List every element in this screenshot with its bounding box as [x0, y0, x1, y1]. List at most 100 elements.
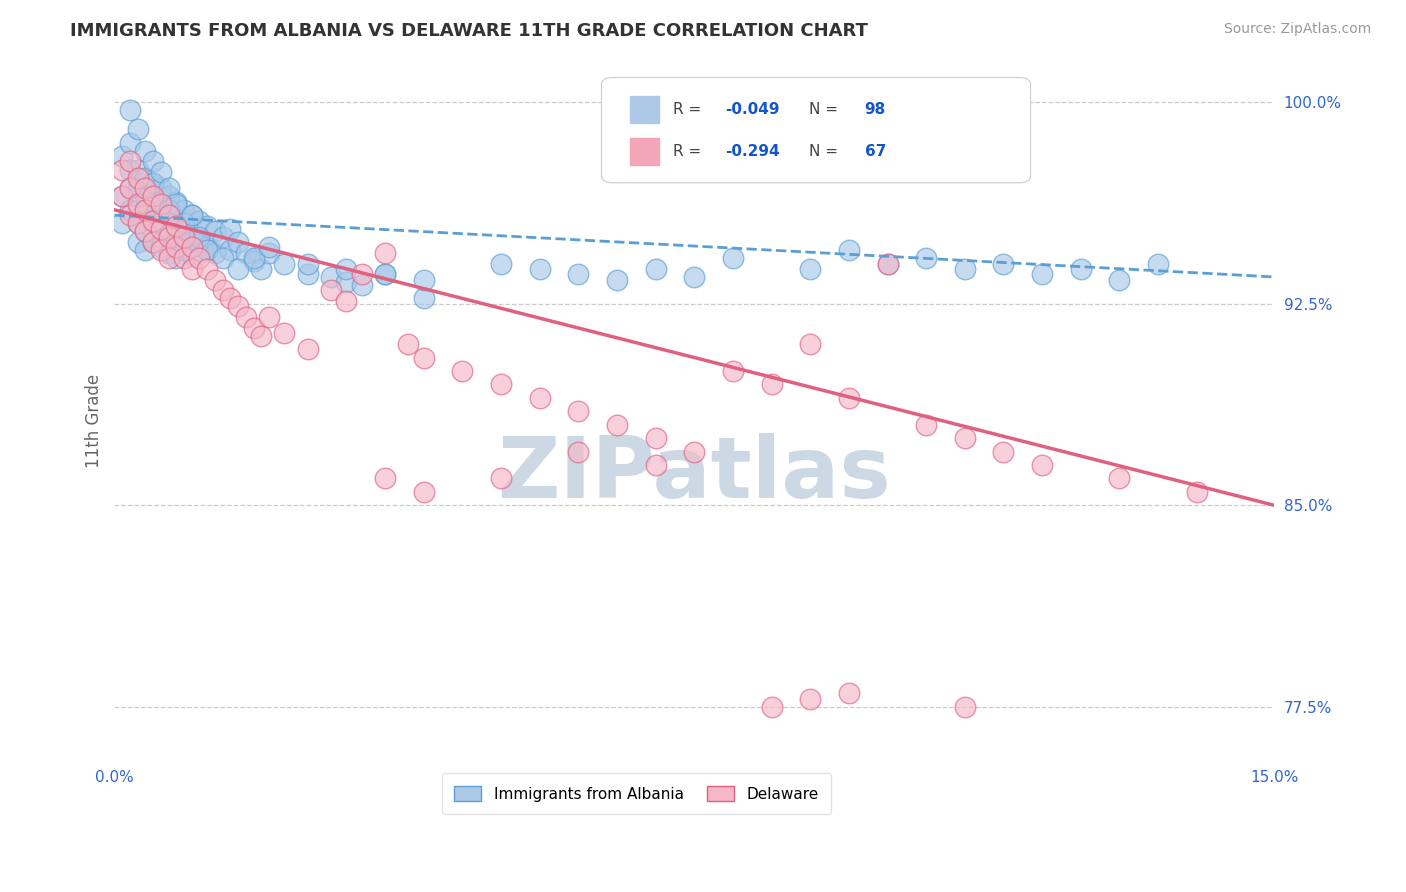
Point	[134, 181, 156, 195]
Point	[165, 194, 187, 209]
Point	[157, 208, 180, 222]
Text: Source: ZipAtlas.com: Source: ZipAtlas.com	[1223, 22, 1371, 37]
Point	[134, 224, 156, 238]
Bar	[630, 138, 659, 165]
Point	[142, 197, 165, 211]
Point	[915, 417, 938, 432]
Point	[134, 170, 156, 185]
Point	[188, 213, 211, 227]
Point	[157, 208, 180, 222]
Point	[319, 284, 342, 298]
Point	[149, 221, 172, 235]
Point	[242, 321, 264, 335]
Point	[567, 404, 589, 418]
Point	[180, 229, 202, 244]
Point	[165, 197, 187, 211]
Text: R =: R =	[673, 102, 706, 117]
Point	[567, 267, 589, 281]
Point	[134, 144, 156, 158]
Point	[250, 329, 273, 343]
Point	[953, 261, 976, 276]
Point	[157, 227, 180, 241]
Point	[180, 248, 202, 262]
Text: -0.049: -0.049	[725, 102, 780, 117]
Point	[1108, 471, 1130, 485]
Point	[319, 269, 342, 284]
Point	[489, 377, 512, 392]
Point	[149, 197, 172, 211]
Point	[683, 269, 706, 284]
Point	[173, 243, 195, 257]
Point	[204, 224, 226, 238]
Text: N =: N =	[808, 102, 844, 117]
Point	[721, 251, 744, 265]
Point	[111, 149, 134, 163]
Point	[226, 235, 249, 249]
Bar	[630, 95, 659, 123]
Point	[149, 181, 172, 195]
Point	[118, 136, 141, 150]
Point	[335, 275, 357, 289]
Point	[606, 272, 628, 286]
Text: R =: R =	[673, 144, 706, 159]
Point	[127, 181, 149, 195]
Point	[606, 417, 628, 432]
Point	[993, 444, 1015, 458]
Point	[118, 154, 141, 169]
Point	[374, 267, 396, 281]
Point	[142, 235, 165, 249]
Point	[451, 364, 474, 378]
Point	[993, 256, 1015, 270]
Point	[335, 294, 357, 309]
Point	[149, 202, 172, 217]
Point	[142, 176, 165, 190]
Point	[149, 240, 172, 254]
Legend: Immigrants from Albania, Delaware: Immigrants from Albania, Delaware	[441, 773, 831, 814]
Point	[567, 444, 589, 458]
Point	[412, 272, 434, 286]
Point	[350, 267, 373, 281]
Point	[374, 245, 396, 260]
Point	[173, 229, 195, 244]
Point	[211, 251, 233, 265]
Point	[235, 310, 257, 325]
Point	[134, 189, 156, 203]
Point	[644, 261, 666, 276]
Point	[683, 444, 706, 458]
Point	[157, 251, 180, 265]
Point	[226, 300, 249, 314]
Point	[396, 337, 419, 351]
Point	[165, 251, 187, 265]
Point	[111, 189, 134, 203]
Point	[127, 197, 149, 211]
Point	[134, 208, 156, 222]
Point	[204, 245, 226, 260]
Point	[242, 251, 264, 265]
Point	[118, 181, 141, 195]
Point	[876, 256, 898, 270]
Point	[219, 243, 242, 257]
Point	[1031, 267, 1053, 281]
Point	[173, 202, 195, 217]
Point	[297, 267, 319, 281]
Point	[953, 699, 976, 714]
Point	[226, 261, 249, 276]
Point	[180, 261, 202, 276]
Point	[529, 261, 551, 276]
Point	[157, 202, 180, 217]
Point	[1070, 261, 1092, 276]
Text: N =: N =	[808, 144, 844, 159]
Point	[1108, 272, 1130, 286]
Point	[180, 240, 202, 254]
Point	[799, 261, 821, 276]
Point	[761, 699, 783, 714]
Text: IMMIGRANTS FROM ALBANIA VS DELAWARE 11TH GRADE CORRELATION CHART: IMMIGRANTS FROM ALBANIA VS DELAWARE 11TH…	[70, 22, 868, 40]
Point	[149, 165, 172, 179]
Y-axis label: 11th Grade: 11th Grade	[86, 374, 103, 467]
Point	[838, 686, 860, 700]
FancyBboxPatch shape	[602, 78, 1031, 183]
Point	[134, 243, 156, 257]
Point	[142, 235, 165, 249]
Point	[157, 181, 180, 195]
Point	[250, 261, 273, 276]
